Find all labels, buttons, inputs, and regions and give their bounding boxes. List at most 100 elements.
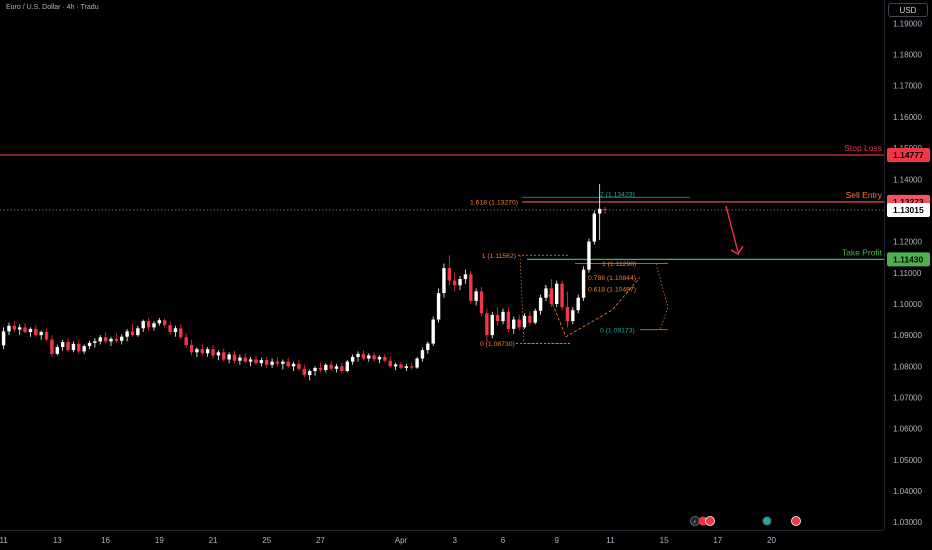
stop-loss-price-badge: 1.14777 (893, 150, 924, 160)
candle-body-down (410, 366, 414, 368)
time-axis[interactable]: 11 13 16 19 21 25 27 Apr 3 6 9 11 15 17 20 (0, 536, 777, 545)
candle-body-up (313, 367, 317, 371)
fib-ext-0-label: 0 (1.08730) (480, 341, 515, 348)
flag-us-icon-2[interactable] (791, 516, 801, 526)
candle-body-down (361, 353, 366, 359)
candle-body-up (431, 319, 435, 344)
fibonacci-drawing[interactable]: 1.618 (1.13270) 2 (1.13423) 1 (1.11562) 0 (… (470, 191, 690, 348)
candle-body-down (12, 325, 17, 330)
event-icons[interactable]: ⚡ (690, 516, 801, 527)
candle-body-up (216, 352, 221, 356)
take-profit-price-badge: 1.11430 (893, 255, 924, 265)
fib-ret-0-label: 0 (1.09173) (600, 327, 635, 334)
flag-eu-icon[interactable] (698, 516, 708, 526)
price-tick-label: 1.04000 (893, 487, 922, 496)
candle-body-up (227, 354, 231, 360)
candle-body-up (7, 325, 11, 332)
candle-body-down (77, 343, 81, 352)
time-tick-label: 21 (209, 536, 218, 545)
candle-body-up (60, 342, 65, 347)
time-tick-label: 15 (660, 536, 669, 545)
projection-arrow[interactable] (725, 205, 744, 255)
candle-body-up (39, 332, 43, 336)
candle-body-up (587, 241, 591, 270)
fib-ret-path (655, 263, 669, 330)
candle-body-down (34, 328, 38, 336)
candle-body-up (55, 346, 59, 354)
lightning-glyph: ⚡ (693, 519, 697, 526)
candle-body-up (345, 361, 349, 371)
candle-body-down (560, 283, 564, 308)
candle-body-up (248, 359, 253, 362)
candle-body-up (82, 346, 86, 352)
time-tick-label: 3 (452, 536, 457, 545)
candle-body-down (383, 356, 387, 361)
currency-selector[interactable]: USD (888, 3, 928, 17)
candle-body-up (120, 336, 124, 341)
candle-body-down (517, 319, 521, 328)
candle-body-up (426, 343, 430, 351)
candle-body-up (377, 356, 382, 360)
fib-ext-2-label: 2 (1.13423) (600, 191, 635, 198)
candle-body-up (592, 213, 596, 242)
price-tick-label: 1.19000 (893, 19, 922, 28)
candle-body-up (195, 349, 199, 353)
candle-body-up (501, 311, 505, 322)
candle-body-up (71, 343, 76, 351)
candles (1, 183, 607, 381)
candle-body-up (205, 349, 210, 354)
fib-ext-path (519, 255, 570, 344)
flag-us-icon[interactable] (705, 516, 715, 526)
candle-body-up (522, 315, 527, 328)
last-price-badge: 1.13015 (893, 205, 924, 215)
candle-body-down (452, 280, 457, 286)
candle-body-up (259, 360, 264, 364)
candle-body-down (506, 311, 511, 329)
candle-body-down (243, 357, 247, 362)
time-tick-label: 13 (53, 536, 62, 545)
candle-body-down (528, 315, 532, 323)
candle-body-up (141, 321, 145, 329)
time-tick-label: 6 (501, 536, 506, 545)
candle-body-down (302, 368, 307, 376)
stop-loss-price-badge-bg (887, 148, 930, 163)
candle-body-up (18, 327, 22, 330)
candle-body-down (565, 307, 570, 322)
price-tick-label: 1.17000 (893, 82, 922, 91)
candle-body-up (404, 366, 409, 368)
candle-body-down (388, 360, 392, 367)
price-axis[interactable]: 1.190001.180001.170001.160001.150001.140… (893, 19, 922, 527)
symbol-title[interactable]: Euro / U.S. Dollar · 4h · Tradu (6, 4, 99, 11)
price-tick-label: 1.16000 (893, 113, 922, 122)
take-profit-label: Take Profit (842, 247, 883, 257)
candle-body-up (152, 323, 156, 328)
candle-body-down (103, 337, 108, 342)
earnings-icon[interactable] (762, 516, 772, 526)
candle-body-down (50, 339, 54, 354)
candle-body-down (44, 332, 49, 340)
candle-body-down (297, 363, 301, 369)
candle-body-up (393, 364, 398, 367)
candle-body-down (163, 320, 167, 326)
candle-body-down (495, 314, 500, 322)
candle-body-down (447, 268, 452, 281)
candle-body-down (211, 349, 215, 356)
sell-entry-label: Sell Entry (846, 190, 883, 200)
candle-body-down (189, 345, 194, 353)
time-tick-label: 11 (0, 536, 8, 545)
price-tick-label: 1.14000 (893, 175, 922, 184)
candle-body-down (232, 354, 237, 361)
candle-body-down (168, 325, 172, 333)
price-tick-label: 1.05000 (893, 456, 922, 465)
price-tick-label: 1.09000 (893, 331, 922, 340)
candle-body-down (200, 349, 204, 354)
candle-body-up (334, 366, 339, 369)
candle-body-up (125, 331, 129, 337)
candle-body-up (533, 310, 537, 323)
candle-body-up (544, 288, 548, 298)
candle-body-up (87, 342, 92, 347)
time-tick-label: Apr (395, 536, 408, 545)
candle-body-up (157, 320, 162, 324)
